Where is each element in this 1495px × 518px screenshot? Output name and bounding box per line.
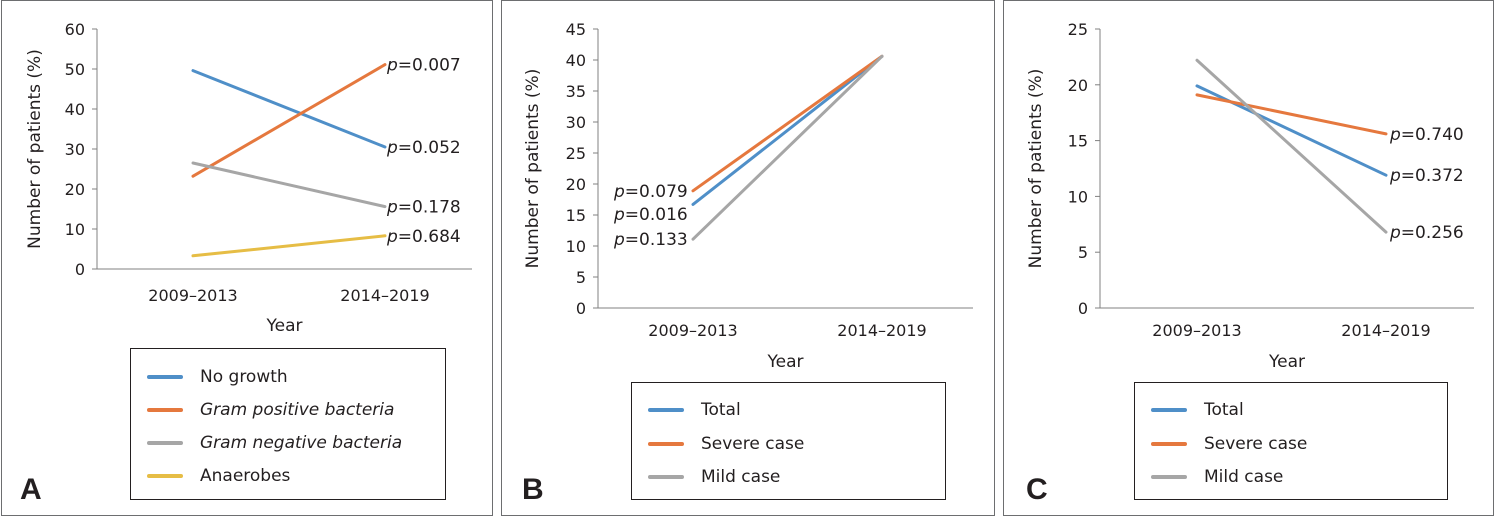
legend-label: Mild case [701, 467, 781, 487]
y-tick-label: 30 [566, 113, 586, 132]
series-line [191, 234, 387, 258]
y-tick-label: 35 [566, 82, 586, 101]
legend-label: Total [701, 400, 741, 420]
panel-letter: C [1026, 473, 1048, 506]
legend-item-total: Total [1151, 399, 1244, 421]
y-tick-label: 10 [65, 220, 85, 239]
legend-item-mild: Mild case [1151, 466, 1283, 488]
y-tick-label: 40 [65, 100, 85, 119]
series-line [1195, 93, 1388, 136]
y-tick-label: 30 [65, 140, 85, 159]
panel-letter: B [522, 473, 544, 506]
x-tick-label: 2009–2013 [648, 321, 737, 340]
legend-swatch [1151, 475, 1187, 479]
legend-label: Gram negative bacteria [200, 433, 403, 453]
series-line [691, 54, 884, 206]
legend-label: Severe case [1204, 434, 1308, 454]
y-tick-label: 10 [1068, 187, 1088, 206]
legend-swatch [147, 474, 183, 478]
p-value-label: p=0.684 [386, 227, 461, 247]
legend-label: Anaerobes [200, 466, 291, 486]
y-axis-title: Number of patients (%) [25, 49, 45, 249]
p-value-label: p=0.016 [613, 205, 688, 225]
y-tick-label: 40 [566, 51, 586, 70]
legend-item-anaerobes: Anaerobes [147, 465, 290, 487]
legend-label: Severe case [701, 434, 805, 454]
series-line [691, 54, 884, 241]
series-line [1195, 58, 1388, 234]
x-tick-label: 2014–2019 [837, 321, 926, 340]
x-tick-label: 2009–2013 [148, 286, 237, 305]
p-value-label: p=0.052 [386, 138, 461, 158]
series-line [691, 54, 884, 193]
y-tick-label: 20 [566, 175, 586, 194]
p-value-label: p=0.178 [386, 198, 461, 218]
y-tick-label: 0 [1078, 299, 1088, 318]
legend-label: No growth [200, 367, 288, 387]
y-axis-title: Number of patients (%) [1026, 69, 1046, 269]
y-tick-label: 20 [1068, 76, 1088, 95]
legend-b: Total Severe case Mild case [631, 382, 946, 500]
legend-label: Mild case [1204, 467, 1284, 487]
legend-swatch [648, 408, 684, 412]
chart-c: 0 5 10 15 20 25 2009–2013 2014–2019 Year Number o… [1026, 20, 1474, 372]
y-tick-label: 0 [576, 299, 586, 318]
y-tick-label: 50 [65, 60, 85, 79]
p-value-label: p=0.079 [613, 182, 688, 202]
x-tick-label: 2009–2013 [1152, 321, 1241, 340]
legend-swatch [648, 442, 684, 446]
legend-item-total: Total [648, 399, 741, 421]
legend-label: Gram positive bacteria [200, 400, 395, 420]
y-tick-label: 25 [1068, 20, 1088, 39]
legend-item-severe: Severe case [1151, 433, 1307, 455]
legend-a: No growth Gram positive bacteria Gram ne… [130, 348, 446, 500]
p-value-label: p=0.372 [1389, 166, 1464, 186]
panel-letter: A [20, 473, 42, 506]
y-tick-label: 25 [566, 144, 586, 163]
y-tick-label: 60 [65, 20, 85, 39]
panel-c: 0 5 10 15 20 25 2009–2013 2014–2019 Year Number o… [1003, 0, 1494, 516]
legend-swatch [648, 475, 684, 479]
series-line [191, 161, 387, 209]
x-axis-title: Year [767, 352, 804, 372]
legend-item-gram-negative: Gram negative bacteria [147, 432, 402, 454]
y-tick-label: 5 [1078, 243, 1088, 262]
x-axis-title: Year [1268, 352, 1305, 372]
x-tick-label: 2014–2019 [340, 286, 429, 305]
y-tick-label: 15 [1068, 132, 1088, 151]
chart-a: 0 10 20 30 40 50 60 2009–2013 2014–2019 Year Numbe… [25, 20, 472, 336]
legend-swatch [147, 441, 183, 445]
legend-swatch [147, 408, 183, 412]
p-value-label: p=0.133 [613, 230, 688, 250]
legend-label: Total [1204, 400, 1244, 420]
x-tick-label: 2014–2019 [1341, 321, 1430, 340]
p-value-label: p=0.007 [386, 56, 461, 76]
y-tick-label: 5 [576, 268, 586, 287]
panel-b: 0 5 10 15 20 25 30 35 40 45 2009–2013 2014–2019 Year… [501, 0, 995, 516]
y-tick-label: 45 [566, 20, 586, 39]
p-value-label: p=0.256 [1389, 223, 1464, 243]
legend-c: Total Severe case Mild case [1134, 382, 1448, 500]
legend-swatch [1151, 442, 1187, 446]
y-tick-label: 0 [75, 260, 85, 279]
legend-swatch [1151, 408, 1187, 412]
y-axis-title: Number of patients (%) [523, 69, 543, 269]
legend-item-gram-positive: Gram positive bacteria [147, 399, 394, 421]
series-line [191, 63, 387, 178]
legend-swatch [147, 375, 183, 379]
legend-item-no-growth: No growth [147, 366, 288, 388]
x-axis-title: Year [266, 316, 303, 336]
y-tick-label: 10 [566, 237, 586, 256]
y-tick-label: 15 [566, 206, 586, 225]
chart-b: 0 5 10 15 20 25 30 35 40 45 2009–2013 2014–2019 Year… [523, 20, 973, 372]
y-tick-label: 20 [65, 180, 85, 199]
series-line [191, 69, 387, 149]
legend-item-mild: Mild case [648, 466, 780, 488]
p-value-label: p=0.740 [1389, 125, 1464, 145]
panel-a: 0 10 20 30 40 50 60 2009–2013 2014–2019 Year Numbe… [1, 0, 493, 516]
legend-item-severe: Severe case [648, 433, 804, 455]
